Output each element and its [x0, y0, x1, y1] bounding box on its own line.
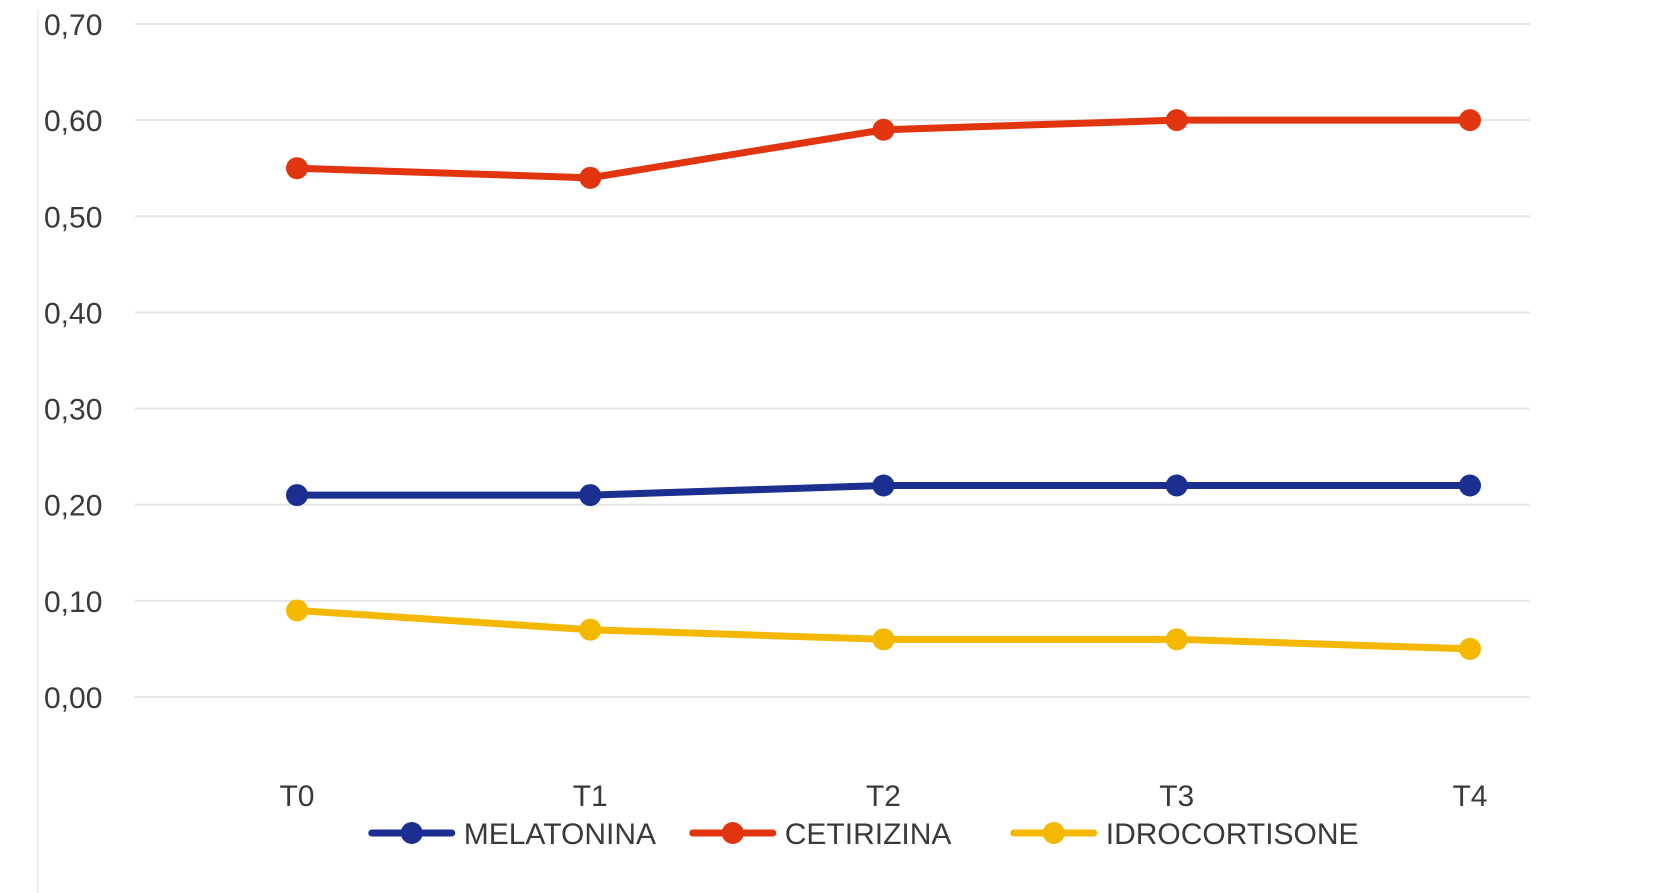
legend-item-idrocortisone: IDROCORTISONE	[1010, 818, 1359, 851]
y-tick-label: 0,70	[44, 9, 102, 42]
data-point	[579, 484, 602, 507]
legend-item-cetirizina: CETIRIZINA	[689, 818, 952, 851]
y-axis-ticks: 0,00 0,10 0,20 0,30 0,40 0,50 0,60 0,70	[44, 9, 102, 715]
data-point	[286, 599, 308, 622]
data-point	[1165, 474, 1188, 497]
x-tick-label: T4	[1452, 780, 1487, 813]
data-point	[1459, 109, 1481, 132]
series-idrocortisone	[286, 599, 1481, 660]
data-point	[1459, 474, 1481, 497]
legend: MELATONINA CETIRIZINA IDROCORTISONE	[368, 818, 1359, 851]
data-point	[1459, 637, 1481, 660]
legend-point-marker	[400, 822, 423, 844]
x-tick-label: T1	[573, 780, 608, 813]
legend-label: CETIRIZINA	[785, 818, 952, 851]
series-melatonina	[286, 474, 1481, 507]
legend-label: IDROCORTISONE	[1106, 818, 1359, 851]
series-lines	[286, 109, 1481, 660]
y-tick-label: 0,60	[44, 105, 102, 138]
y-tick-label: 0,20	[44, 490, 102, 523]
data-point	[579, 166, 602, 189]
data-point	[286, 484, 308, 507]
y-tick-label: 0,00	[44, 682, 102, 715]
data-point	[872, 474, 895, 497]
y-tick-label: 0,40	[44, 297, 102, 330]
x-tick-label: T3	[1159, 780, 1194, 813]
y-tick-label: 0,50	[44, 201, 102, 234]
legend-label: MELATONINA	[464, 818, 656, 851]
x-axis-ticks: T0 T1 T2 T3 T4	[279, 780, 1487, 813]
data-point	[872, 118, 895, 141]
legend-point-marker	[721, 822, 744, 844]
y-tick-label: 0,30	[44, 394, 102, 427]
x-tick-label: T0	[279, 780, 314, 813]
data-point	[579, 618, 602, 641]
data-point	[1165, 109, 1188, 132]
legend-point-marker	[1042, 822, 1065, 844]
data-point	[1165, 628, 1188, 651]
y-tick-label: 0,10	[44, 586, 102, 619]
series-cetirizina	[286, 109, 1481, 189]
data-point	[872, 628, 895, 651]
x-tick-label: T2	[866, 780, 901, 813]
data-point	[286, 157, 308, 180]
gridlines	[37, 10, 1530, 893]
legend-item-melatonina: MELATONINA	[368, 818, 656, 851]
